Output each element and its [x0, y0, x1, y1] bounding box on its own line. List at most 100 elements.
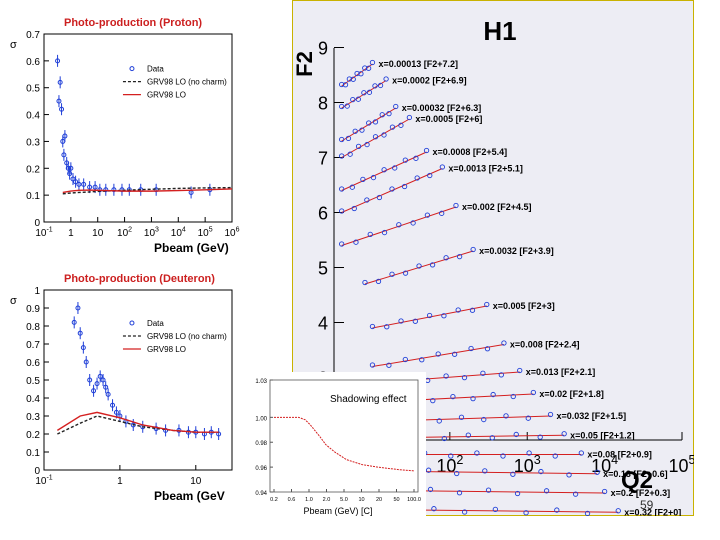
data-point: [414, 175, 420, 181]
x-tick-label: 10: [190, 476, 202, 487]
data-point: [100, 377, 106, 383]
data-point: [517, 367, 523, 374]
data-point: [402, 157, 408, 163]
data-point: [584, 510, 591, 517]
data-point: [410, 220, 416, 226]
legend-marker: [129, 66, 135, 72]
data-point: [389, 186, 395, 192]
y-axis-label: F2: [292, 51, 317, 77]
chart-shadowing: Shadowing effect Pbeam (GeV) [C] 1.03 1.00 0…: [236, 372, 426, 518]
data-point: [339, 153, 345, 159]
data-point: [55, 58, 61, 64]
legend-label: Data: [147, 65, 164, 74]
y-tick-label: 0.2: [26, 164, 40, 175]
data-point: [485, 487, 492, 493]
y-tick-label: 6: [318, 204, 328, 224]
y-tick-label: 0.2: [26, 430, 40, 441]
data-point: [369, 323, 376, 330]
data-point: [514, 490, 521, 497]
y-tick-label: 0.1: [26, 448, 40, 459]
data-point: [349, 184, 355, 190]
data-point: [393, 103, 399, 110]
data-point: [401, 183, 408, 190]
fit-line: [372, 305, 487, 329]
data-point: [461, 509, 468, 515]
data-point: [500, 453, 506, 459]
data-point: [503, 413, 509, 419]
data-point: [360, 176, 366, 183]
data-point: [376, 194, 383, 201]
data-point: [510, 471, 516, 477]
data-point: [547, 411, 554, 418]
y-tick-label: 0.96: [255, 466, 267, 472]
data-point: [377, 82, 384, 89]
data-point: [56, 98, 62, 104]
data-point: [458, 414, 465, 420]
data-point: [339, 81, 345, 88]
x-tick-label: 0.6: [288, 497, 296, 503]
data-point: [412, 318, 418, 324]
x-tick-label: 104: [171, 227, 186, 240]
x-tick-label-exp: 2: [128, 227, 132, 234]
legend-label: GRV98 LO: [147, 91, 186, 100]
data-point: [484, 346, 491, 352]
data-point: [566, 472, 572, 478]
data-point: [406, 114, 413, 121]
x-tick-label: 20: [376, 497, 382, 503]
data-point: [386, 362, 392, 368]
data-point: [439, 210, 445, 216]
x-tick-label: 1.0: [305, 497, 313, 503]
data-point: [578, 450, 584, 456]
data-point: [366, 120, 372, 126]
data-point: [365, 65, 372, 71]
bin-label: x=0.002 [F2+4.5]: [462, 202, 532, 212]
y-tick-label: 4: [318, 314, 328, 334]
data-point: [110, 402, 116, 408]
bin-label: x=0.0013 [F2+5.1]: [448, 164, 523, 174]
data-point: [523, 510, 529, 516]
data-point: [386, 110, 392, 117]
y-tick-label: 0: [34, 218, 40, 229]
y-tick-label: 0.3: [26, 137, 40, 148]
shadowing-chart-svg: Shadowing effect Pbeam (GeV) [C] 1.03 1.00 0…: [255, 379, 421, 516]
x-tick-label-exp: 4: [611, 453, 618, 467]
data-point: [362, 65, 368, 71]
y-tick-label: 0.4: [26, 111, 40, 122]
legend-label: GRV98 LO: [147, 345, 186, 354]
data-point: [392, 165, 398, 171]
data-point: [601, 488, 608, 495]
data-point: [424, 212, 431, 218]
data-point: [57, 79, 63, 85]
data-point: [113, 409, 119, 415]
y-tick-label: 0.7: [26, 30, 40, 41]
legend-label: GRV98 LO (no charm): [147, 78, 227, 87]
data-point: [372, 119, 379, 125]
page-number: 59: [640, 498, 654, 512]
series-line: [62, 188, 233, 194]
y-tick-label: 0.6: [26, 57, 40, 68]
data-point: [381, 229, 388, 236]
y-tick-label: 0.94: [255, 491, 267, 497]
data-point: [426, 312, 433, 319]
fit-line: [372, 344, 505, 367]
data-point: [364, 141, 370, 148]
x-tick-label: 102: [117, 227, 132, 240]
data-point: [70, 176, 76, 182]
data-point: [561, 431, 567, 437]
data-point: [375, 278, 382, 285]
data-point: [429, 262, 436, 268]
legend-marker: [129, 320, 135, 326]
y-tick-label: 8: [318, 94, 328, 114]
bin-label: x=0.0005 [F2+6]: [415, 114, 482, 124]
data-point: [91, 388, 97, 394]
bin-label: x=0.005 [F2+3]: [493, 301, 555, 311]
data-point: [344, 103, 350, 109]
x-axis-label: Pbeam (GeV) [C]: [303, 506, 372, 516]
data-point: [77, 330, 83, 336]
bin-label: x=0.32 [F2+0]: [624, 507, 681, 516]
x-tick-label-exp: 5: [209, 227, 213, 234]
x-tick-label: 2.0: [323, 497, 331, 503]
data-point: [398, 122, 404, 128]
fit-line: [341, 206, 457, 246]
proton-chart-svg: Photo-production (Proton) σ Pbeam (GeV) 0 0.…: [10, 17, 240, 255]
